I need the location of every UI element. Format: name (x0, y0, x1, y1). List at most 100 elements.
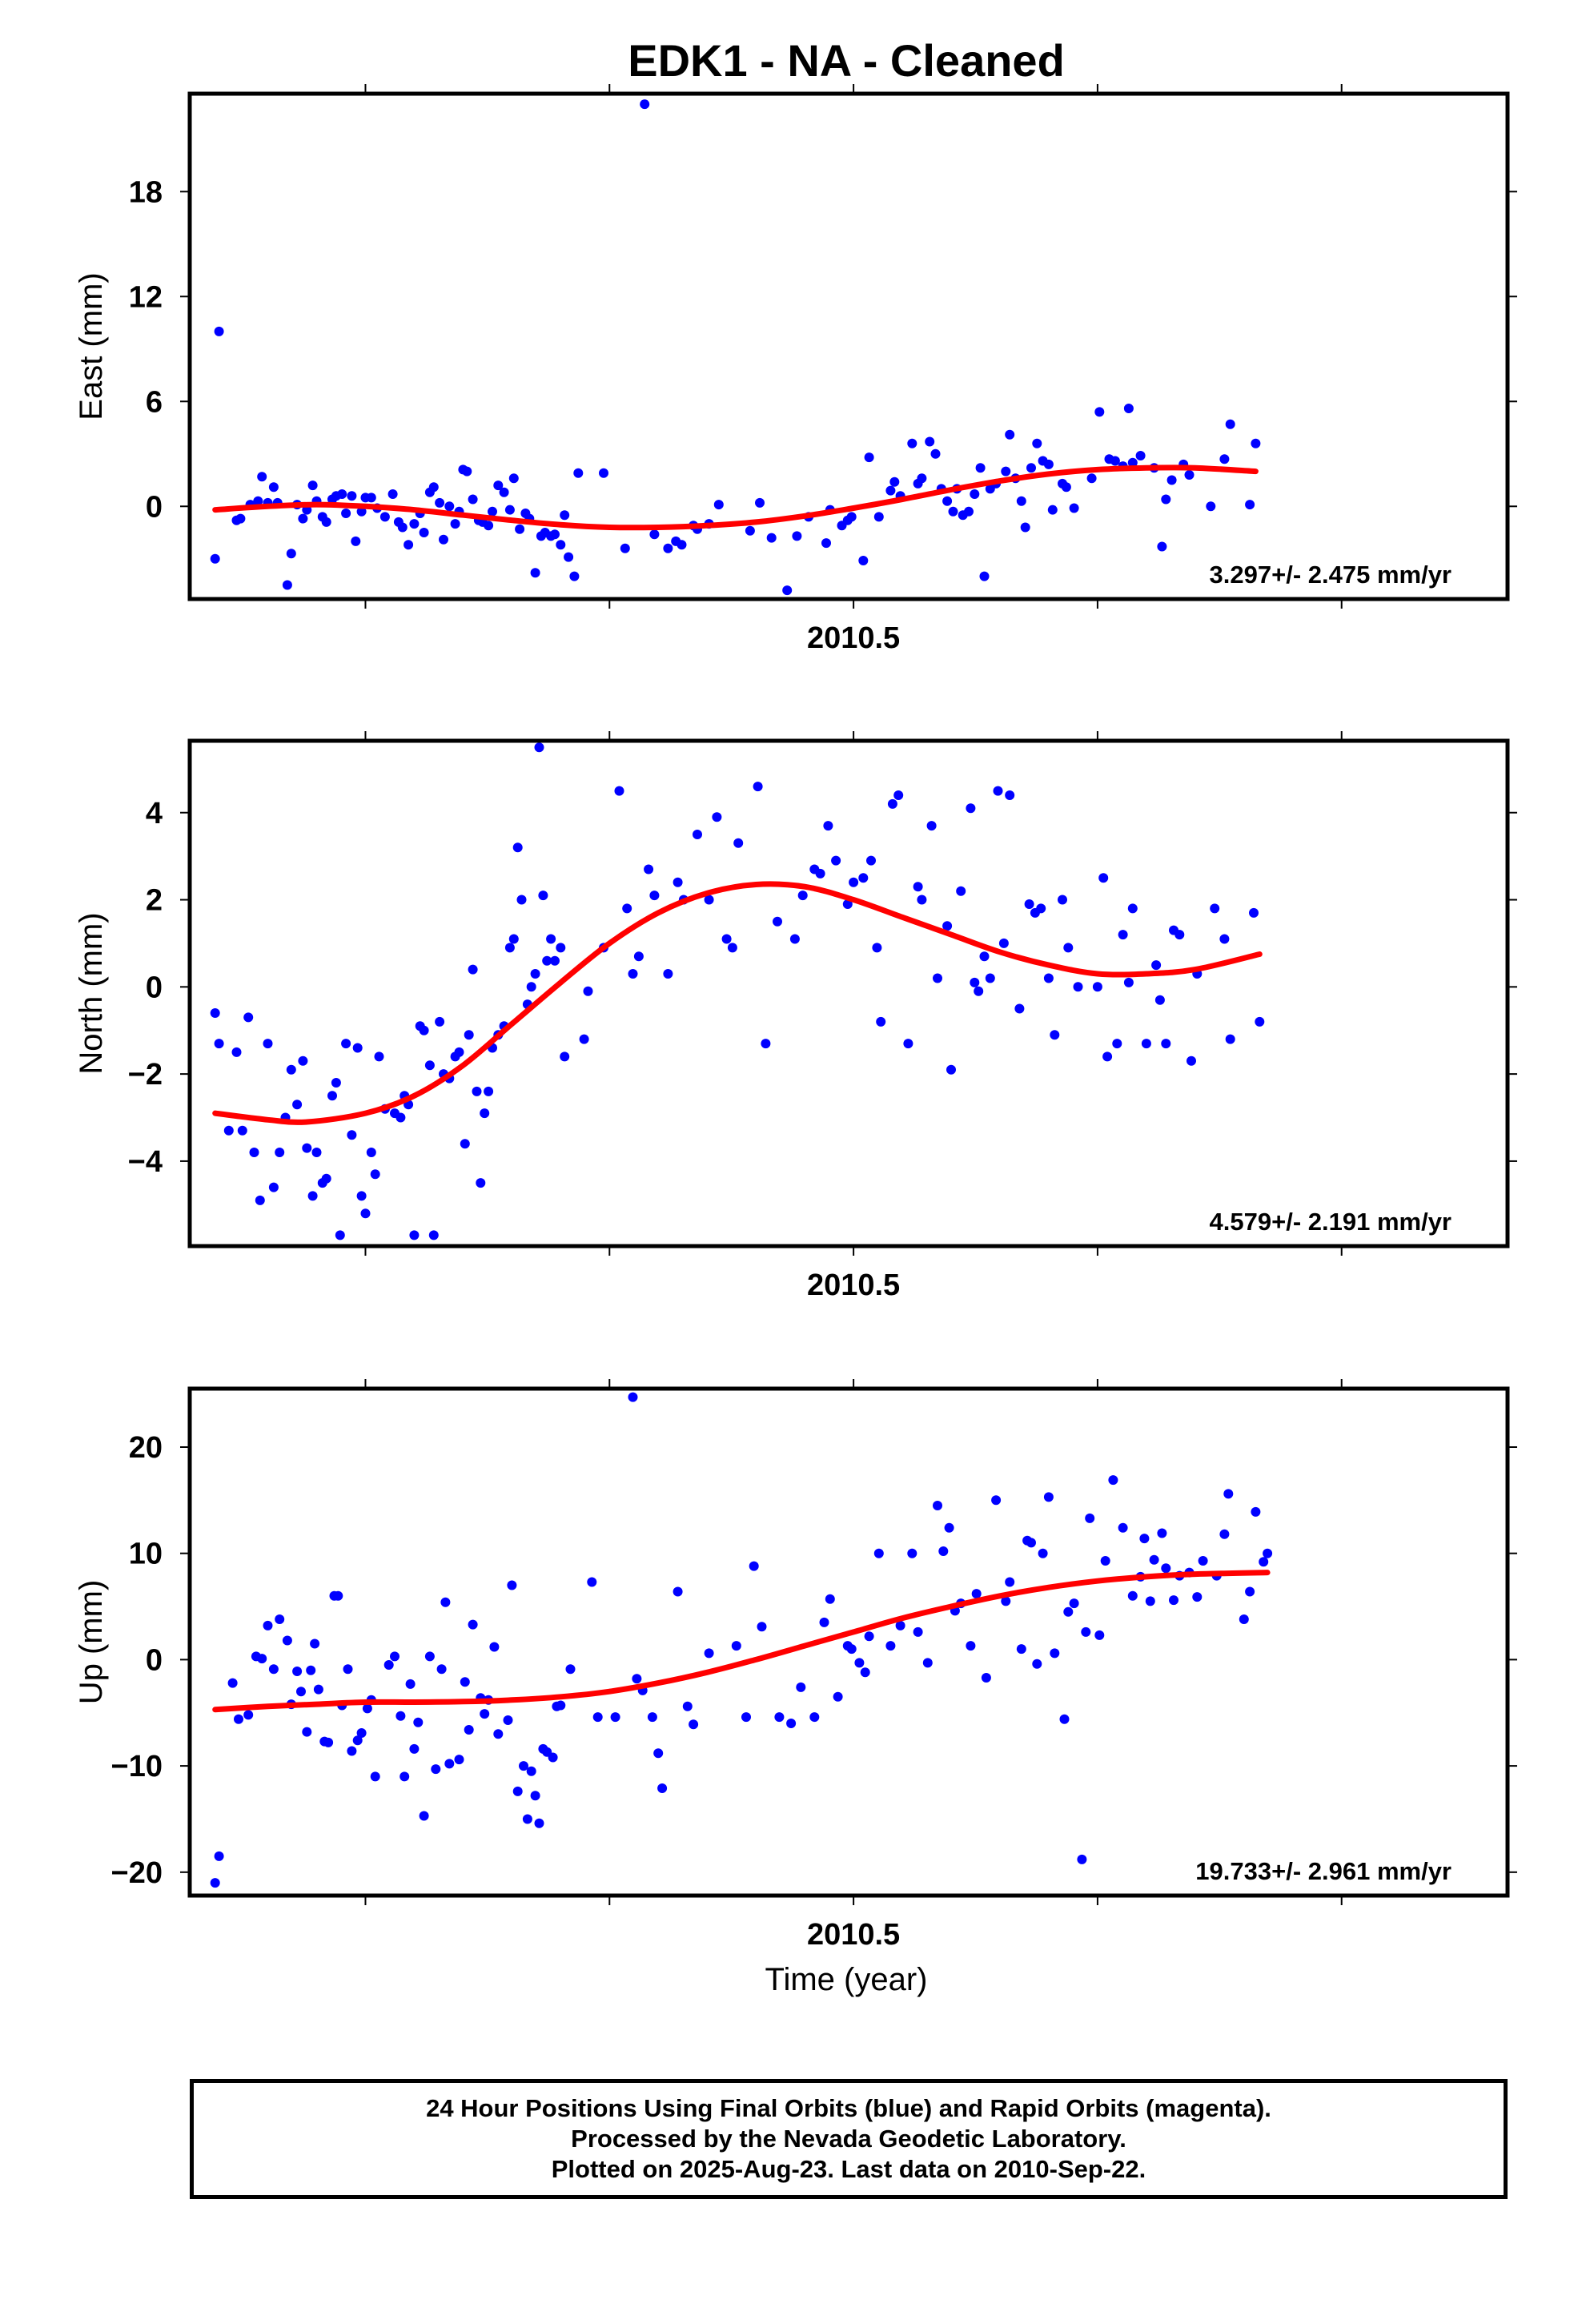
data-point (341, 509, 351, 518)
data-point (831, 855, 841, 866)
data-point (1206, 501, 1216, 512)
data-point (1081, 1626, 1091, 1637)
data-point (998, 938, 1009, 948)
data-point (647, 1712, 657, 1723)
x-tick-label: 2010.5 (807, 1918, 900, 1952)
data-point (946, 1064, 956, 1075)
data-point (352, 1735, 363, 1746)
data-point (677, 540, 687, 550)
footer-line-1: 24 Hour Positions Using Final Orbits (bl… (426, 2094, 1271, 2122)
data-point (895, 1620, 905, 1630)
data-point (296, 1687, 306, 1697)
data-point (507, 1580, 517, 1590)
data-point (503, 1715, 513, 1725)
data-point (1245, 500, 1255, 510)
data-point (749, 1561, 759, 1571)
data-point (383, 1660, 394, 1670)
data-point (1005, 429, 1015, 440)
data-point (1225, 1034, 1235, 1044)
data-point (1036, 903, 1046, 914)
data-point (979, 571, 990, 581)
data-point (1255, 1016, 1265, 1027)
y-tick-label: 0 (146, 1643, 163, 1677)
y-tick-label: −10 (111, 1750, 163, 1783)
data-point (971, 1589, 982, 1599)
data-point (789, 934, 800, 944)
data-point (243, 1710, 254, 1720)
data-point (1157, 541, 1167, 552)
data-point (331, 1078, 341, 1088)
data-point (1032, 438, 1042, 448)
data-point (579, 1034, 589, 1044)
data-point (592, 1712, 603, 1723)
data-point (786, 1719, 797, 1728)
y-tick-label: 2 (146, 884, 163, 918)
data-point (405, 1679, 416, 1689)
data-point (311, 1148, 322, 1157)
data-point (468, 1619, 478, 1630)
data-point (821, 538, 831, 549)
data-point (321, 1173, 331, 1184)
data-point (243, 1012, 254, 1023)
data-point (327, 1091, 337, 1101)
data-point (292, 1667, 303, 1676)
plot-frame (187, 1386, 1510, 1898)
data-point (1166, 475, 1177, 485)
data-point (1123, 977, 1134, 987)
data-point (1135, 451, 1146, 460)
data-point (519, 1761, 528, 1771)
data-point (307, 1191, 318, 1201)
data-point (538, 891, 548, 901)
data-point (1225, 419, 1235, 429)
data-point (347, 1746, 357, 1756)
data-point (460, 1139, 470, 1149)
data-point (515, 524, 525, 534)
data-point (546, 934, 556, 944)
data-point (499, 487, 509, 497)
data-point (864, 1631, 874, 1642)
data-point (489, 1642, 500, 1652)
data-point (761, 1039, 771, 1049)
data-point (933, 1501, 942, 1510)
data-point (755, 497, 765, 508)
data-point (704, 895, 714, 905)
data-point (1061, 482, 1071, 493)
data-point (1001, 466, 1011, 476)
data-point (343, 1664, 353, 1675)
data-point (849, 877, 859, 887)
data-point (1112, 1039, 1122, 1049)
data-point (249, 1148, 259, 1157)
data-point (745, 525, 755, 536)
data-point (347, 491, 357, 501)
data-point (689, 1719, 699, 1730)
data-point (298, 513, 308, 524)
data-point (741, 1712, 751, 1723)
data-point (903, 1039, 913, 1049)
footer-box: 24 Hour Positions Using Final Orbits (bl… (190, 2079, 1508, 2199)
fit-curve (212, 464, 1259, 531)
data-point (653, 1748, 664, 1759)
footer-line-3: Plotted on 2025-Aug-23. Last data on 201… (551, 2155, 1146, 2183)
data-point (428, 482, 439, 493)
data-point (925, 436, 935, 447)
data-point (530, 969, 540, 979)
data-point (1123, 404, 1134, 413)
data-point (693, 830, 702, 839)
data-point (620, 543, 630, 553)
data-point (907, 438, 917, 448)
data-point (1161, 1039, 1171, 1049)
data-point (210, 1008, 220, 1018)
rate-annotation: 3.297+/- 2.475 mm/yr (1210, 561, 1452, 589)
panel-1: 2010.5 0 6 12 18 East (mm) 3.297+/- 2.475 mm/y… (74, 84, 1517, 655)
data-point (893, 790, 904, 800)
data-point (298, 1055, 308, 1066)
data-point (704, 1648, 714, 1659)
data-point (512, 842, 523, 853)
data-point (1210, 903, 1220, 914)
data-point (534, 1818, 544, 1828)
data-point (1020, 522, 1030, 533)
data-point (1094, 407, 1105, 417)
data-point (556, 540, 566, 550)
data-point (424, 1060, 435, 1071)
data-point (866, 855, 876, 866)
